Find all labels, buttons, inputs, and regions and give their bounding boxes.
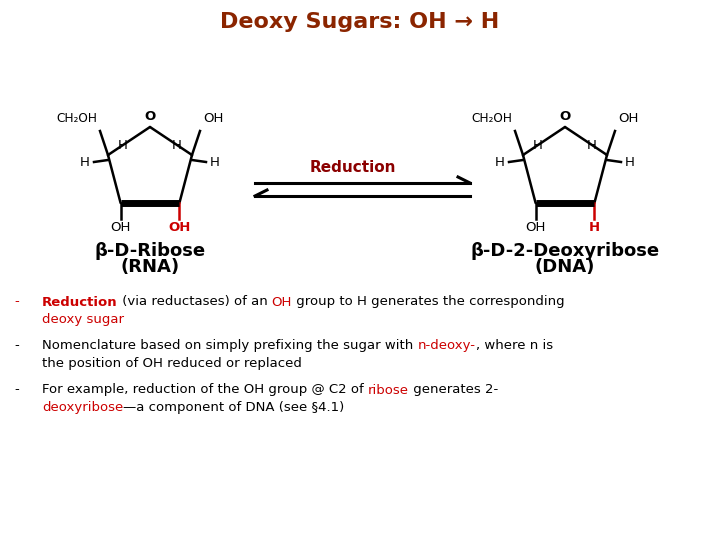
Text: n-deoxy-: n-deoxy-	[418, 340, 475, 353]
Text: OH: OH	[271, 295, 292, 308]
Text: CH₂OH: CH₂OH	[471, 112, 512, 125]
Text: H: H	[589, 221, 600, 234]
Text: the position of OH reduced or replaced: the position of OH reduced or replaced	[42, 357, 302, 370]
Text: (DNA): (DNA)	[535, 258, 595, 276]
Text: -: -	[14, 340, 19, 353]
Text: For example, reduction of the OH group @ C2 of: For example, reduction of the OH group @…	[42, 383, 368, 396]
Text: H: H	[625, 157, 635, 170]
Text: H: H	[118, 139, 128, 152]
Text: ribose: ribose	[368, 383, 409, 396]
Text: OH: OH	[168, 221, 191, 234]
Text: group to H generates the corresponding: group to H generates the corresponding	[292, 295, 564, 308]
Text: generates 2-: generates 2-	[409, 383, 498, 396]
Text: , where n is: , where n is	[475, 340, 553, 353]
Text: Reduction: Reduction	[42, 295, 117, 308]
Text: H: H	[172, 139, 182, 152]
Text: Reduction: Reduction	[310, 160, 396, 175]
Text: OH: OH	[618, 112, 639, 125]
Text: (via reductases) of an: (via reductases) of an	[117, 295, 271, 308]
Text: H: H	[587, 139, 597, 152]
Text: OH: OH	[203, 112, 223, 125]
Text: Nomenclature based on simply prefixing the sugar with: Nomenclature based on simply prefixing t…	[42, 340, 418, 353]
Text: deoxy sugar: deoxy sugar	[42, 314, 124, 327]
Text: OH: OH	[110, 221, 131, 234]
Text: O: O	[559, 110, 571, 123]
Text: H: H	[210, 157, 220, 170]
Text: CH₂OH: CH₂OH	[56, 112, 97, 125]
Text: —a component of DNA (see §4.1): —a component of DNA (see §4.1)	[123, 402, 344, 415]
Text: Deoxy Sugars: OH → H: Deoxy Sugars: OH → H	[220, 12, 500, 32]
Text: O: O	[145, 110, 156, 123]
Text: -: -	[14, 383, 19, 396]
Text: H: H	[533, 139, 543, 152]
Text: H: H	[495, 157, 505, 170]
Text: OH: OH	[526, 221, 546, 234]
Text: β-D-Ribose: β-D-Ribose	[94, 242, 206, 260]
Text: -: -	[14, 295, 19, 308]
Text: deoxyribose: deoxyribose	[42, 402, 123, 415]
Text: (RNA): (RNA)	[120, 258, 179, 276]
Text: H: H	[80, 157, 90, 170]
Text: β-D-2-Deoxyribose: β-D-2-Deoxyribose	[470, 242, 660, 260]
